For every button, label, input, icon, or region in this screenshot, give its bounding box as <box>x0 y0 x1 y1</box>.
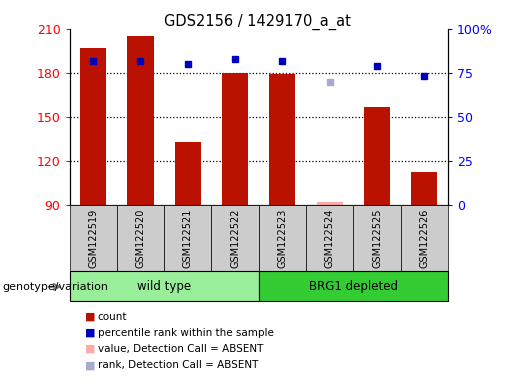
Text: genotype/variation: genotype/variation <box>3 282 109 292</box>
Bar <box>269 74 296 205</box>
Text: GSM122522: GSM122522 <box>230 209 240 268</box>
Text: wild type: wild type <box>137 280 191 293</box>
Text: count: count <box>98 312 127 322</box>
Text: GSM122521: GSM122521 <box>183 209 193 268</box>
Text: ■: ■ <box>85 312 95 322</box>
Text: GSM122524: GSM122524 <box>325 209 335 268</box>
Text: GSM122523: GSM122523 <box>278 209 287 268</box>
Bar <box>175 142 201 205</box>
Text: ■: ■ <box>85 344 95 354</box>
Text: GSM122526: GSM122526 <box>419 209 430 268</box>
Text: GSM122519: GSM122519 <box>88 209 98 268</box>
Text: percentile rank within the sample: percentile rank within the sample <box>98 328 274 338</box>
Text: ■: ■ <box>85 328 95 338</box>
Bar <box>222 73 248 205</box>
Bar <box>364 107 390 205</box>
Bar <box>317 202 343 205</box>
Text: GSM122525: GSM122525 <box>372 209 382 268</box>
Text: BRG1 depleted: BRG1 depleted <box>309 280 398 293</box>
Text: GDS2156 / 1429170_a_at: GDS2156 / 1429170_a_at <box>164 13 351 30</box>
Text: GSM122520: GSM122520 <box>135 209 146 268</box>
Text: value, Detection Call = ABSENT: value, Detection Call = ABSENT <box>98 344 263 354</box>
Text: rank, Detection Call = ABSENT: rank, Detection Call = ABSENT <box>98 360 258 370</box>
Text: ■: ■ <box>85 360 95 370</box>
Bar <box>411 172 437 205</box>
Bar <box>128 36 153 205</box>
Bar <box>80 48 106 205</box>
